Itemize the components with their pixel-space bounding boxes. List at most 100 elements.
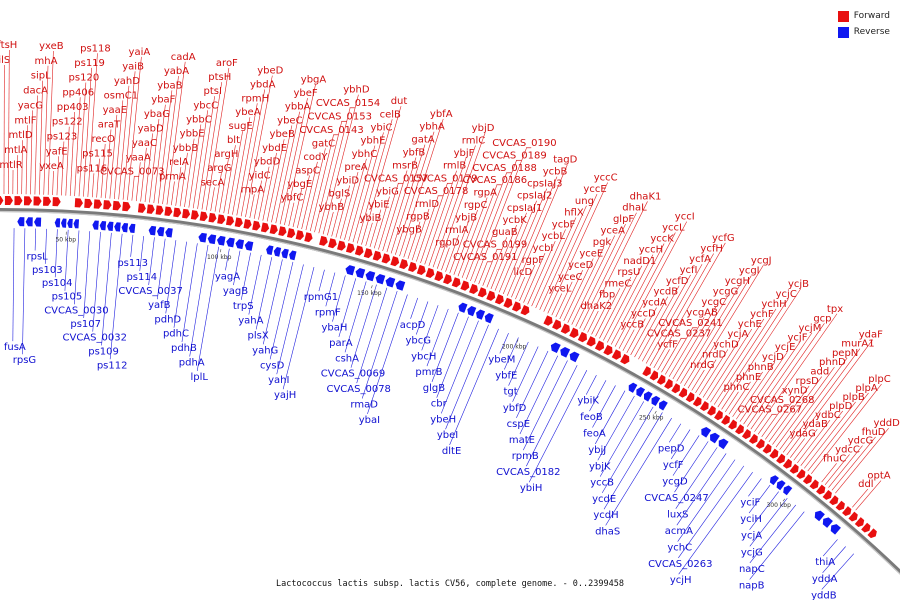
reverse-gene-label: thiA: [815, 557, 835, 568]
forward-gene-label: ybhD: [343, 85, 370, 96]
reverse-gene-block: [67, 218, 73, 229]
forward-gene-label: ybfB: [403, 148, 426, 159]
reverse-gene-label: feoB: [580, 412, 603, 423]
forward-gene-label: ps115: [82, 149, 113, 160]
reverse-label-line: [410, 297, 419, 319]
forward-gene-block: [486, 290, 496, 301]
forward-gene-label: ydaF: [859, 330, 883, 341]
map-caption: Lactococcus lactis subsp. lactis CV56, c…: [276, 579, 624, 589]
forward-label-line: [424, 170, 457, 265]
reverse-label-line: [92, 231, 101, 332]
forward-label-line: [676, 296, 728, 382]
forward-label-line: [348, 145, 376, 242]
forward-label-line: [717, 298, 789, 408]
scale-tick-label: 150 kbp: [357, 290, 382, 297]
forward-gene-label: dacA: [23, 85, 48, 96]
reverse-gene-label: CVCAS_0078: [326, 384, 390, 395]
forward-gene-block: [816, 484, 826, 495]
reverse-gene-label: rpsL: [26, 251, 48, 262]
forward-gene-label: ycjF: [788, 333, 808, 344]
reverse-gene-label: ybcH: [411, 351, 436, 362]
reverse-gene-block: [198, 232, 207, 243]
forward-label-line: [69, 111, 75, 196]
reverse-label-line: [415, 301, 429, 335]
forward-gene-label: ybbC: [186, 114, 212, 125]
forward-label-line: [732, 371, 763, 417]
forward-gene-label: yccE: [583, 184, 606, 195]
forward-gene-label: ychE: [738, 319, 762, 330]
reverse-label-line: [592, 385, 616, 428]
reverse-gene-label: ychC: [667, 543, 692, 554]
forward-label-line: [645, 264, 703, 364]
forward-label-line: [835, 428, 889, 494]
forward-label-line: [30, 110, 33, 195]
forward-gene-block: [337, 240, 346, 251]
reverse-gene-block: [550, 342, 561, 354]
reverse-gene-block: [375, 274, 386, 285]
forward-label-line: [144, 133, 153, 203]
forward-label-line: [175, 167, 182, 206]
forward-label-line: [757, 414, 773, 435]
forward-gene-label: nrdG: [690, 360, 714, 371]
forward-label-line: [618, 221, 687, 349]
forward-label-line: [288, 202, 295, 227]
forward-label-line: [478, 261, 488, 285]
forward-gene-block: [809, 479, 819, 490]
reverse-gene-block: [114, 222, 121, 232]
forward-label-line: [831, 436, 876, 491]
reverse-gene-label: ycgD: [662, 477, 688, 488]
forward-gene-label: ybbB: [173, 143, 199, 154]
reverse-gene-label: pdhC: [163, 329, 189, 340]
forward-gene-block: [243, 219, 252, 229]
reverse-label-line: [338, 278, 357, 338]
reverse-gene-label: trpS: [233, 301, 254, 312]
forward-gene-label: sipL: [31, 71, 51, 82]
forward-gene-block: [503, 297, 513, 308]
forward-label-line: [279, 98, 308, 225]
forward-label-line: [511, 164, 568, 298]
forward-gene-label: CVCAS_0189: [482, 150, 546, 161]
forward-label-line: [399, 118, 444, 257]
forward-label-line: [739, 352, 788, 422]
reverse-label-line: [822, 539, 838, 557]
forward-label-line: [852, 488, 869, 508]
genome-backbone-arc: [0, 208, 900, 575]
forward-label-line: [297, 175, 310, 229]
forward-gene-label: ycjE: [775, 342, 796, 353]
forward-gene-block: [671, 383, 680, 394]
forward-gene-label: ybeD: [257, 66, 283, 77]
forward-gene-label: CVCAS_0268: [750, 395, 814, 406]
forward-label-line: [772, 376, 823, 445]
forward-gene-label: ychF: [750, 309, 774, 320]
reverse-gene-label: yciH: [740, 514, 762, 525]
reverse-gene-label: ps113: [117, 258, 148, 269]
forward-gene-block: [511, 301, 521, 312]
reverse-label-line: [54, 229, 58, 278]
reverse-gene-label: ps105: [52, 292, 83, 303]
reverse-gene-label: ybeH: [430, 414, 456, 425]
forward-gene-label: ybiG: [376, 187, 399, 198]
forward-label-line: [765, 395, 797, 440]
reverse-label-line: [748, 478, 762, 497]
forward-gene-label: gatC: [312, 138, 335, 149]
reverse-gene-label: acpD: [400, 320, 426, 331]
forward-gene-block: [443, 274, 452, 285]
forward-gene-label: osmC1: [104, 90, 138, 101]
reverse-label-line: [749, 491, 779, 530]
forward-gene-block: [225, 215, 235, 226]
forward-gene-block: [14, 196, 23, 206]
forward-gene-label: ybjF: [454, 148, 475, 159]
forward-gene-block: [867, 528, 877, 539]
feature-labels: tilS ftsH mtlR mtlA mtlD mtlF yacG dacA sipL mhA y…: [0, 40, 900, 600]
reverse-label-line: [519, 355, 559, 435]
forward-gene-label: yccC: [594, 172, 618, 183]
forward-gene-block: [52, 197, 61, 207]
forward-gene-label: ybhA: [419, 122, 445, 133]
reverse-label-line: [676, 453, 727, 526]
forward-gene-block: [477, 287, 487, 298]
forward-label-line: [559, 269, 584, 320]
forward-gene-label: argG: [207, 163, 231, 174]
forward-gene-label: ybgB: [396, 225, 422, 236]
forward-label-line: [361, 106, 402, 245]
